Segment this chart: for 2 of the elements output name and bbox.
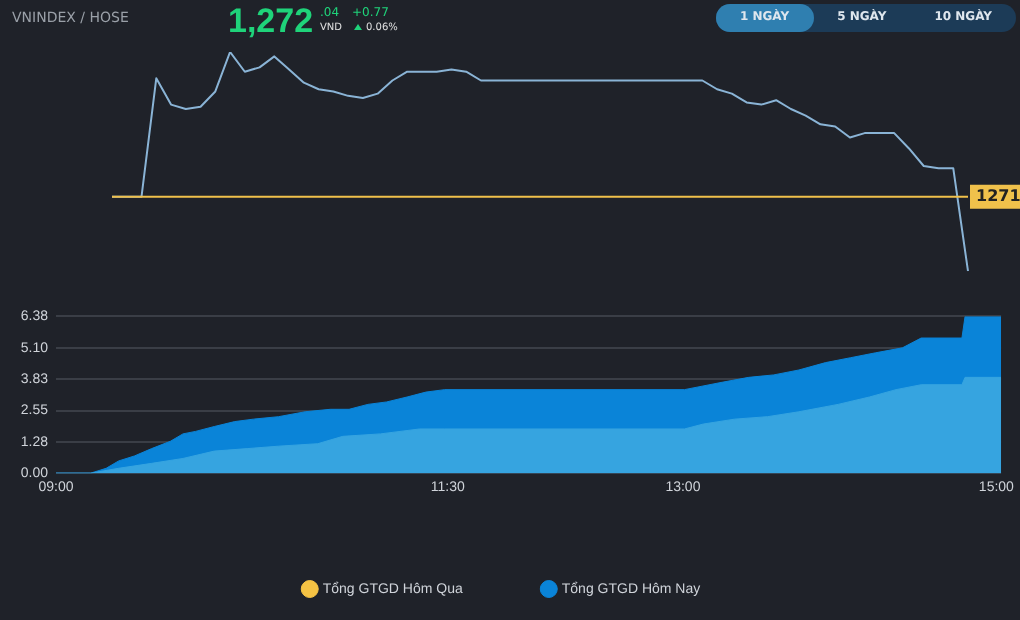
text: 1,272 <box>228 2 314 42</box>
text: 1271 <box>976 186 1020 205</box>
